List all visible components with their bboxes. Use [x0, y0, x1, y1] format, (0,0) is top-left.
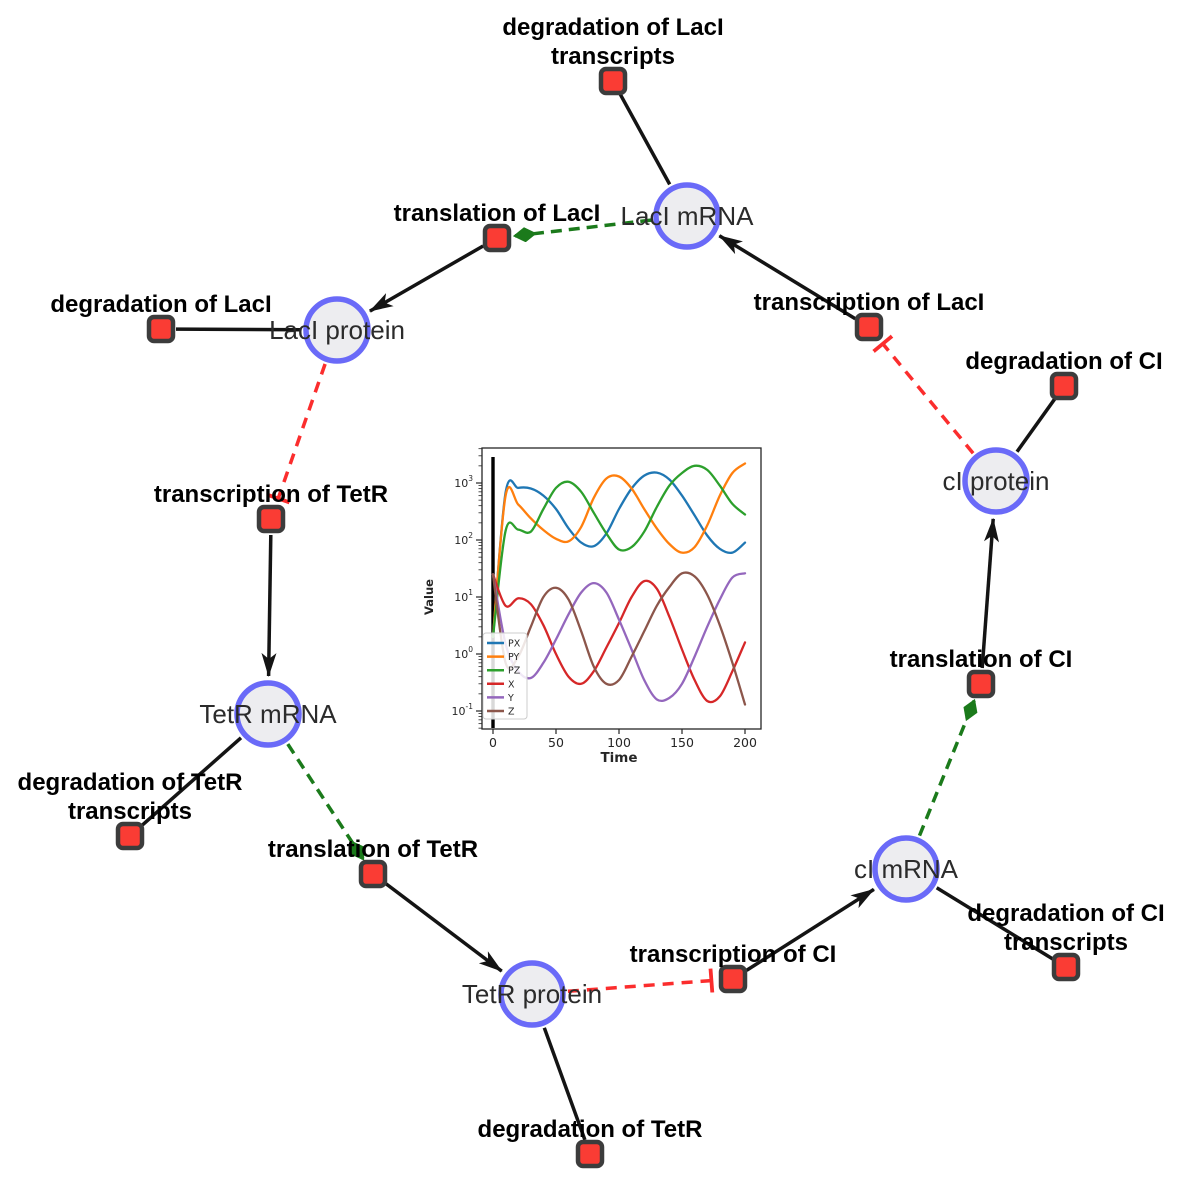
reaction-node-txn-laci[interactable]	[854, 312, 884, 342]
species-node-tetr-protein[interactable]	[498, 960, 566, 1028]
edge-consumption-laci-mrna-to-deg-laci-tx[interactable]	[618, 93, 672, 186]
chart-y-tick-label: 101	[454, 588, 473, 604]
reaction-node-deg-tetr[interactable]	[575, 1139, 605, 1169]
chart-legend-entry-PX: PX	[508, 639, 521, 650]
edge-consumption-laci-protein-to-deg-laci[interactable]	[175, 327, 302, 332]
chart-series-PZ	[491, 464, 747, 638]
reaction-label-transl-tetr: translation of TetR	[268, 836, 478, 863]
reaction-node-transl-ci[interactable]	[966, 669, 996, 699]
chart-y-tick-label: 103	[454, 474, 473, 490]
reaction-label-deg-laci-tx: transcripts	[551, 43, 675, 70]
time-series-plot: 10-1 100 101 102 103 0 50 100 150 200 PX PY PZ XYZ Tim…	[420, 437, 772, 769]
edge-consumption-tetr-mrna-to-deg-tetr-tx[interactable]	[140, 736, 243, 828]
chart-series-PY	[491, 462, 747, 638]
chart-x-tick-label: 100	[607, 735, 631, 750]
species-label-ci-protein: cI protein	[943, 466, 1050, 496]
reaction-label-transl-laci: translation of LacI	[394, 200, 601, 227]
chart-x-tick-label: 50	[548, 735, 564, 750]
edge-production-transl-tetr-to-tetr-protein[interactable]	[384, 882, 503, 973]
reaction-label-txn-tetr: transcription of TetR	[154, 481, 388, 508]
chart-series-PX	[491, 471, 747, 638]
chart-legend-entry-Z: Z	[508, 707, 515, 718]
chart-y-axis-label: Value	[422, 579, 436, 615]
reaction-label-txn-laci: transcription of LacI	[754, 289, 985, 316]
edge-consumption-tetr-protein-to-deg-tetr[interactable]	[542, 1027, 587, 1141]
species-node-tetr-mrna[interactable]	[234, 680, 302, 748]
chart-legend-entry-PY: PY	[508, 652, 520, 663]
reaction-node-txn-tetr[interactable]	[256, 504, 286, 534]
reaction-label-deg-tetr-tx: degradation of TetR	[18, 769, 243, 796]
edge-inhibition-ci-protein-to-txn-laci[interactable]	[872, 334, 975, 455]
edge-catalysis-ci-mrna-to-transl-ci[interactable]	[917, 698, 978, 837]
chart-legend-entry-PZ: PZ	[508, 666, 521, 677]
species-node-ci-protein[interactable]	[962, 447, 1030, 515]
edge-production-txn-ci-to-ci-mrna[interactable]	[745, 887, 875, 972]
species-label-laci-mrna: LacI mRNA	[621, 201, 755, 231]
reaction-label-deg-tetr: degradation of TetR	[478, 1116, 703, 1143]
reaction-node-deg-tetr-tx[interactable]	[115, 821, 145, 851]
chart-x-tick-label: 0	[489, 735, 497, 750]
chart-series-Z	[491, 571, 747, 706]
species-label-laci-protein: LacI protein	[269, 315, 405, 345]
chart-series-X	[491, 573, 747, 704]
chart-series-Y	[491, 572, 747, 703]
reaction-node-deg-ci[interactable]	[1049, 371, 1079, 401]
chart-y-tick-label: 10-1	[452, 702, 474, 718]
species-node-laci-mrna[interactable]	[653, 182, 721, 250]
reaction-node-txn-ci[interactable]	[718, 964, 748, 994]
reaction-label-transl-ci: translation of CI	[890, 646, 1073, 673]
edge-production-txn-laci-to-laci-mrna[interactable]	[718, 234, 857, 321]
reaction-label-txn-ci: transcription of CI	[630, 941, 837, 968]
reaction-label-deg-laci: degradation of LacI	[50, 291, 271, 318]
edge-consumption-ci-mrna-to-deg-ci-tx[interactable]	[935, 886, 1055, 961]
edge-catalysis-laci-mrna-to-transl-laci[interactable]	[512, 218, 652, 243]
chart-x-tick-label: 150	[670, 735, 694, 750]
edge-consumption-ci-protein-to-deg-ci[interactable]	[1015, 397, 1057, 453]
species-label-ci-mrna: cI mRNA	[854, 854, 959, 884]
species-node-ci-mrna[interactable]	[872, 835, 940, 903]
reaction-label-deg-ci-tx: degradation of CI	[967, 900, 1164, 927]
reaction-node-deg-laci-tx[interactable]	[598, 66, 628, 96]
chart-y-tick-label: 102	[454, 531, 473, 547]
species-label-tetr-mrna: TetR mRNA	[199, 699, 337, 729]
reaction-label-deg-ci: degradation of CI	[965, 348, 1162, 375]
reaction-node-deg-ci-tx[interactable]	[1051, 952, 1081, 982]
edge-inhibition-laci-protein-to-txn-tetr[interactable]	[266, 363, 327, 505]
edge-catalysis-tetr-mrna-to-transl-tetr[interactable]	[286, 743, 365, 861]
chart-legend: PX PY PZ XYZ	[482, 632, 528, 720]
edge-production-transl-laci-to-laci-protein[interactable]	[369, 244, 484, 313]
reaction-node-deg-laci[interactable]	[146, 314, 176, 344]
chart-x-tick-label: 200	[733, 735, 757, 750]
species-node-laci-protein[interactable]	[303, 296, 371, 364]
edge-inhibition-tetr-protein-to-txn-ci[interactable]	[567, 968, 715, 994]
edge-production-txn-tetr-to-tetr-mrna[interactable]	[261, 534, 277, 677]
chart-x-axis-label: Time	[600, 750, 637, 766]
chart-y-tick-label: 100	[454, 645, 473, 661]
species-label-tetr-protein: TetR protein	[462, 979, 602, 1009]
reaction-label-deg-laci-tx: degradation of LacI	[502, 14, 723, 41]
edge-production-transl-ci-to-ci-protein[interactable]	[980, 517, 999, 669]
reaction-label-deg-tetr-tx: transcripts	[68, 798, 192, 825]
chart-legend-entry-X: X	[508, 679, 515, 690]
reaction-label-deg-ci-tx: transcripts	[1004, 929, 1128, 956]
reaction-node-transl-tetr[interactable]	[358, 859, 388, 889]
inset-chart: 10-1 100 101 102 103 0 50 100 150 200 PX PY PZ X Y Z Tim…	[420, 437, 772, 769]
chart-legend-entry-Y: Y	[507, 693, 514, 704]
reaction-node-transl-laci[interactable]	[482, 223, 512, 253]
